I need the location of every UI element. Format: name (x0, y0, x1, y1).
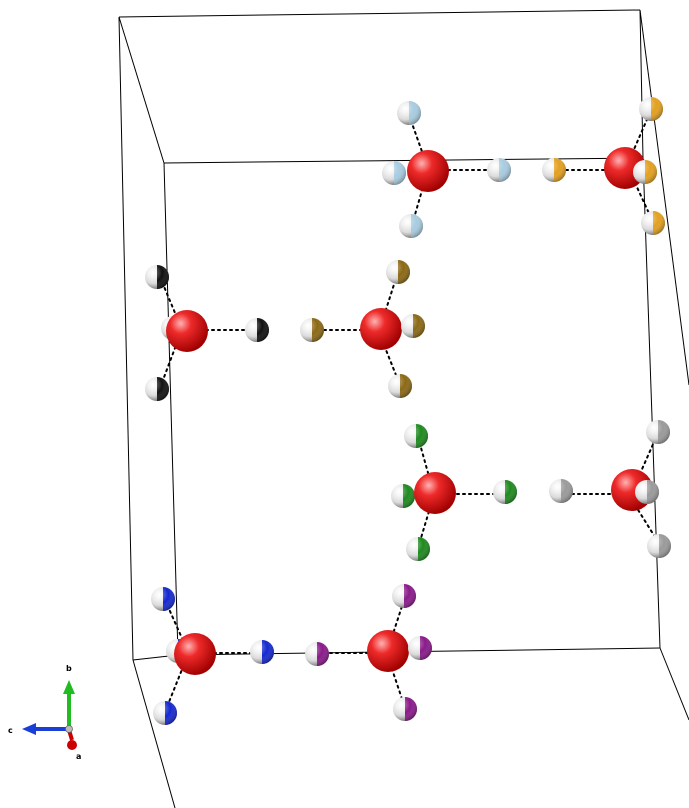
hydrogen-atom (549, 479, 573, 503)
hydrogen-bond (634, 504, 661, 546)
cell-edge (659, 647, 689, 721)
hydrogen-atom (386, 260, 410, 284)
axes-origin (65, 725, 73, 733)
c-axis-arrow (22, 723, 68, 735)
oxygen-atom (414, 472, 456, 514)
hydrogen-atom (641, 211, 665, 235)
hydrogen-atom (635, 480, 659, 504)
hydrogen-atom (382, 161, 406, 185)
b-axis-label: b (66, 664, 72, 673)
cell-edge (118, 16, 165, 164)
hydrogen-atom (493, 480, 517, 504)
hydrogen-atom (392, 584, 416, 608)
hydrogen-atom (487, 158, 511, 182)
hydrogen-atom (245, 318, 269, 342)
hydrogen-atom (393, 697, 417, 721)
hydrogen-atom (397, 101, 421, 125)
hydrogen-atom (401, 314, 425, 338)
cell-edge (163, 162, 179, 656)
a-axis-label: a (76, 752, 81, 761)
oxygen-atom (367, 630, 409, 672)
hydrogen-atom (399, 214, 423, 238)
hydrogen-atom (633, 160, 657, 184)
oxygen-atom (407, 150, 449, 192)
cell-edge (639, 9, 689, 386)
cell-edge (118, 9, 641, 18)
unit-cell-box (118, 9, 689, 808)
oxygen-atom (360, 308, 402, 350)
hydrogen-atom (542, 158, 566, 182)
hydrogen-atom (646, 420, 670, 444)
hydrogen-atom (639, 97, 663, 121)
hydrogen-atom (153, 701, 177, 725)
b-axis-head (63, 680, 75, 694)
a-axis-head (67, 740, 77, 750)
cell-edge (132, 659, 176, 808)
cell-edge (163, 157, 644, 164)
c-axis-label: c (8, 726, 13, 735)
hydrogen-bonds (159, 107, 661, 713)
hydrogen-atom (406, 537, 430, 561)
hydrogen-atom (388, 374, 412, 398)
cell-edge (639, 9, 644, 159)
hydrogen-atom (305, 642, 329, 666)
c-axis-head (22, 723, 36, 735)
atoms (145, 97, 671, 725)
a-axis-arrow (67, 729, 77, 750)
hydrogen-atom (404, 424, 428, 448)
cell-edge (118, 16, 134, 661)
oxygen-atom (166, 310, 208, 352)
b-axis-arrow (63, 680, 75, 726)
hydrogen-atom (300, 318, 324, 342)
hydrogen-atom (250, 640, 274, 664)
hydrogen-atom (647, 534, 671, 558)
hydrogen-atom (145, 377, 169, 401)
hydrogen-atom (391, 484, 415, 508)
hydrogen-atom (408, 636, 432, 660)
hydrogen-atom (151, 587, 175, 611)
hydrogen-atom (145, 265, 169, 289)
cell-edge (642, 157, 661, 649)
oxygen-atom (174, 633, 216, 675)
axes-indicator: b c a (8, 664, 81, 761)
